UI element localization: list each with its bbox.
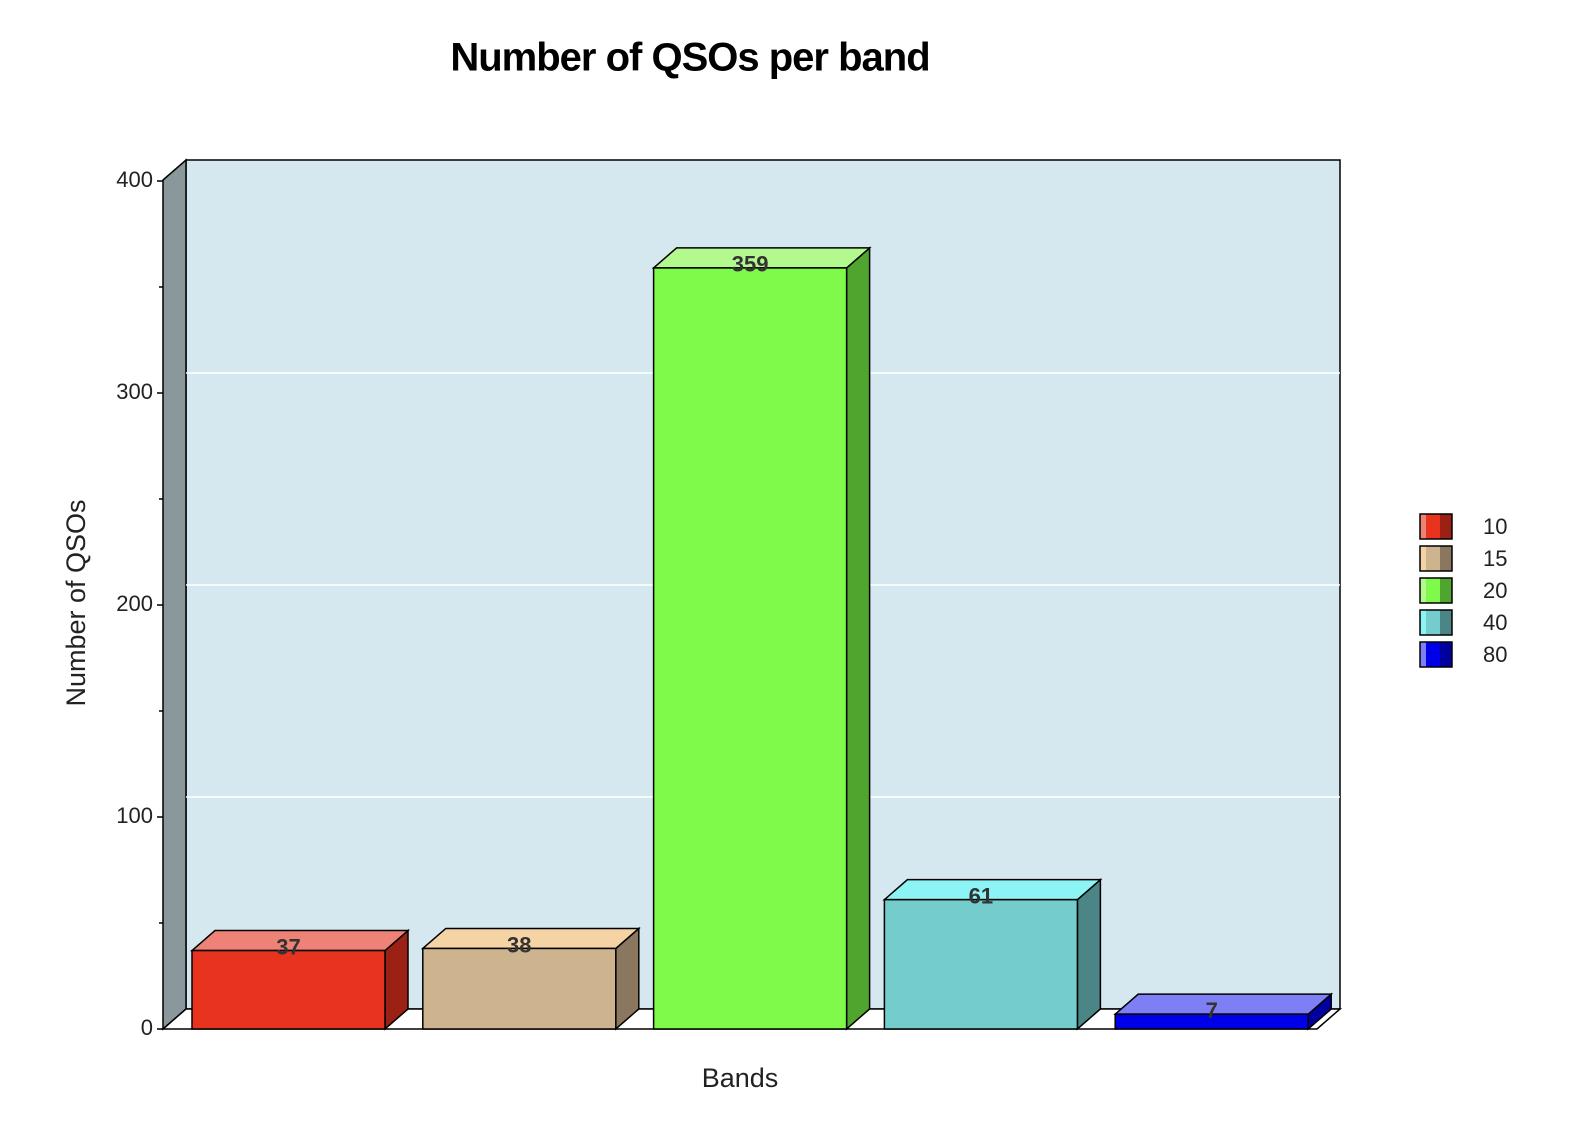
legend-swatch bbox=[1426, 642, 1440, 667]
bar-side bbox=[1076, 878, 1102, 1031]
y-tick-label: 100 bbox=[116, 803, 153, 828]
value-label: 61 bbox=[969, 883, 993, 908]
legend-label: 80 bbox=[1483, 642, 1507, 667]
y-tick-label: 400 bbox=[116, 167, 153, 192]
bar-side bbox=[845, 246, 871, 1031]
value-label: 38 bbox=[507, 932, 531, 957]
bar bbox=[191, 949, 386, 1030]
legend-swatch bbox=[1426, 546, 1440, 571]
legend-swatch-border bbox=[1419, 577, 1453, 604]
legend-label: 15 bbox=[1483, 546, 1507, 571]
legend-swatch bbox=[1426, 514, 1440, 539]
y-axis-label: Number of QSOs bbox=[61, 499, 91, 706]
side-wall bbox=[162, 158, 187, 1031]
legend-swatch bbox=[1426, 578, 1440, 603]
legend-label: 10 bbox=[1483, 514, 1507, 539]
chart-title: Number of QSOs per band bbox=[450, 36, 929, 80]
bar bbox=[1114, 1013, 1309, 1030]
y-tick-label: 300 bbox=[116, 379, 153, 404]
legend-swatch-border bbox=[1419, 609, 1453, 636]
value-label: 7 bbox=[1206, 998, 1218, 1023]
value-label: 359 bbox=[732, 252, 769, 277]
legend-label: 40 bbox=[1483, 610, 1507, 635]
legend-label: 20 bbox=[1483, 578, 1507, 603]
value-label: 37 bbox=[276, 934, 300, 959]
bar bbox=[422, 947, 617, 1030]
bar-top bbox=[1113, 993, 1334, 1015]
legend-swatch-border bbox=[1419, 641, 1453, 668]
y-tick-label: 0 bbox=[141, 1015, 153, 1040]
bar bbox=[652, 267, 848, 1030]
legend-swatch-border bbox=[1419, 513, 1453, 540]
y-tick-label: 200 bbox=[116, 591, 153, 616]
x-axis-label: Bands bbox=[702, 1063, 779, 1093]
bar bbox=[883, 898, 1079, 1030]
legend-swatch-border bbox=[1419, 545, 1453, 572]
legend-swatch bbox=[1426, 610, 1440, 635]
